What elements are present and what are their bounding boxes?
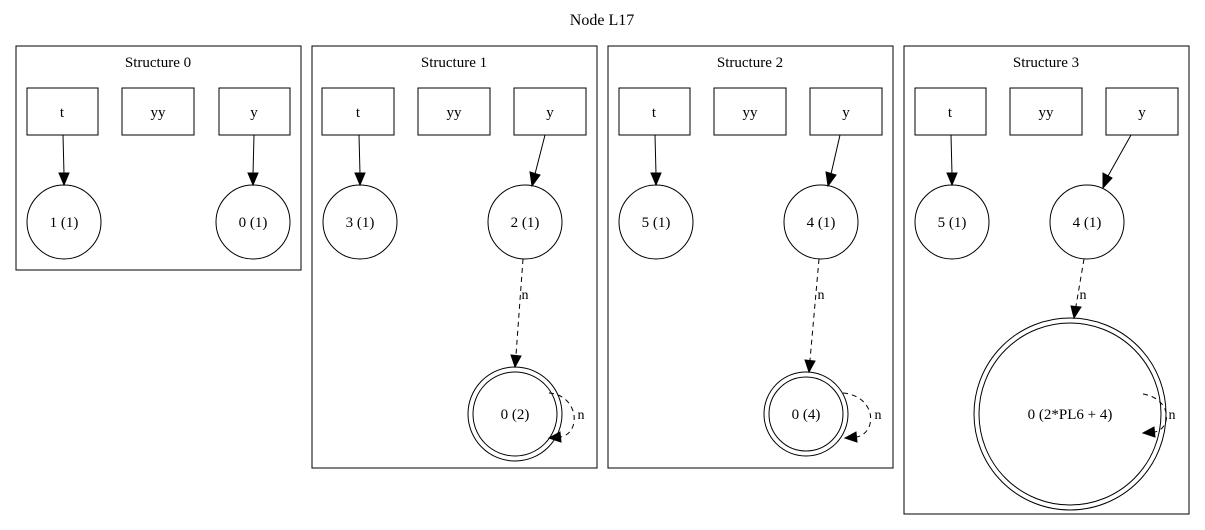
pointer-edge bbox=[654, 134, 657, 175]
structure-1: Structure 1 t yy y 3 (1) 2 (1) 0 (2) n n bbox=[311, 45, 598, 469]
var-label-t: t bbox=[356, 105, 361, 121]
var-box-y bbox=[218, 87, 291, 136]
var-box-y bbox=[1105, 87, 1179, 136]
arrowhead bbox=[1141, 426, 1156, 438]
summary-node bbox=[768, 376, 844, 452]
next-edge bbox=[515, 258, 524, 356]
summary-node bbox=[978, 322, 1162, 506]
summary-node bbox=[472, 371, 558, 457]
heap-node-label: 0 (4) bbox=[792, 407, 821, 423]
structure-2-label: Structure 2 bbox=[717, 55, 783, 71]
var-box-y bbox=[513, 87, 587, 136]
pointer-edge bbox=[534, 134, 546, 175]
edge-label-n: n bbox=[875, 408, 882, 423]
structure-0-label: Structure 0 bbox=[125, 55, 191, 71]
var-box-t bbox=[26, 87, 99, 136]
var-label-yy: yy bbox=[1039, 105, 1055, 121]
var-box-yy bbox=[417, 87, 491, 136]
pointer-edge bbox=[358, 134, 361, 175]
arrowhead bbox=[804, 359, 816, 374]
var-label-y: y bbox=[250, 105, 258, 121]
pointer-edge bbox=[1107, 134, 1132, 177]
edge-label-n: n bbox=[1169, 408, 1176, 423]
arrowhead bbox=[547, 431, 562, 443]
edge-label-n: n bbox=[818, 288, 825, 303]
arrowhead bbox=[946, 172, 958, 187]
heap-node-label: 0 (2) bbox=[501, 407, 530, 423]
var-box-t bbox=[618, 87, 691, 136]
var-label-t: t bbox=[60, 105, 65, 121]
heap-node-label: 5 (1) bbox=[642, 215, 671, 231]
diagram-title: Node L17 bbox=[570, 12, 634, 29]
var-label-t: t bbox=[948, 105, 953, 121]
var-label-yy: yy bbox=[447, 105, 463, 121]
edge-label-n: n bbox=[578, 408, 585, 423]
var-box-t bbox=[321, 87, 395, 136]
arrowhead bbox=[58, 172, 70, 187]
heap-node-label: 3 (1) bbox=[346, 215, 375, 231]
var-label-y: y bbox=[546, 105, 554, 121]
arrowhead bbox=[1070, 305, 1082, 320]
edge-label-n: n bbox=[1080, 288, 1087, 303]
next-edge bbox=[809, 258, 820, 361]
heap-node-label: 1 (1) bbox=[50, 215, 79, 231]
pointer-edge bbox=[252, 134, 255, 175]
arrowhead bbox=[650, 172, 662, 187]
arrowhead bbox=[247, 172, 259, 187]
heap-node-label: 4 (1) bbox=[807, 215, 836, 231]
pointer-edge bbox=[830, 134, 841, 175]
heap-node-label: 0 (1) bbox=[239, 215, 268, 231]
structure-0: Structure 0 t yy y 1 (1) 0 (1) bbox=[15, 45, 302, 271]
arrowhead bbox=[825, 171, 837, 188]
var-label-y: y bbox=[1138, 105, 1146, 121]
edge-label-n: n bbox=[522, 288, 529, 303]
var-label-yy: yy bbox=[151, 105, 167, 121]
self-loop-edge bbox=[548, 392, 575, 438]
arrowhead bbox=[510, 354, 522, 369]
heap-node-label: 5 (1) bbox=[938, 215, 967, 231]
next-edge bbox=[1075, 258, 1085, 307]
heap-node-label: 0 (2*PL6 + 4) bbox=[1028, 407, 1113, 423]
structure-1-label: Structure 1 bbox=[421, 55, 487, 71]
heap-node bbox=[783, 184, 859, 260]
heap-node bbox=[1049, 184, 1125, 260]
arrowhead bbox=[1102, 172, 1113, 190]
structure-3: Structure 3 t yy y 5 (1) 4 (1) 0 (2*PL6 … bbox=[903, 45, 1190, 515]
structure-3-label: Structure 3 bbox=[1013, 55, 1079, 71]
arrowhead bbox=[529, 171, 541, 188]
heap-node bbox=[487, 184, 563, 260]
heap-node-label: 2 (1) bbox=[511, 215, 540, 231]
self-loop-edge bbox=[842, 392, 872, 438]
var-box-y bbox=[809, 87, 883, 136]
var-box-yy bbox=[1009, 87, 1083, 136]
var-label-t: t bbox=[652, 105, 657, 121]
var-box-t bbox=[914, 87, 987, 136]
arrowhead bbox=[354, 172, 366, 187]
arrowhead bbox=[843, 431, 858, 443]
structure-2: Structure 2 t yy y 5 (1) 4 (1) 0 (4) n n bbox=[607, 45, 894, 469]
pointer-edge bbox=[950, 134, 953, 175]
heap-node-label: 4 (1) bbox=[1073, 215, 1102, 231]
var-label-yy: yy bbox=[743, 105, 759, 121]
pointer-edge bbox=[62, 134, 65, 175]
var-box-yy bbox=[713, 87, 787, 136]
var-label-y: y bbox=[842, 105, 850, 121]
var-box-yy bbox=[121, 87, 195, 136]
